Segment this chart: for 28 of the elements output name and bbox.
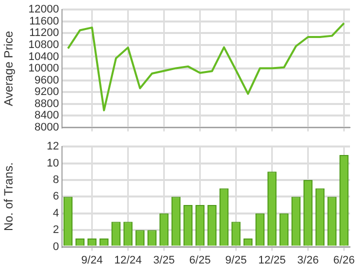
y-tick-label: 8800 xyxy=(34,98,59,110)
x-tick-label: 12/24 xyxy=(114,254,142,266)
y-tick-label: 10000 xyxy=(28,62,59,75)
y-tick-label: 8000 xyxy=(34,121,59,134)
y-tick-label: 0 xyxy=(52,240,59,253)
y-tick-label: 4 xyxy=(52,207,59,220)
y-tick-label: 11200 xyxy=(29,27,59,40)
y-tick-label: 8 xyxy=(52,174,59,186)
x-tick-label: 3/26 xyxy=(297,254,319,266)
y-tick-label: 9200 xyxy=(34,86,59,98)
x-tick-label: 9/24 xyxy=(81,254,103,266)
y-tick-label: 9600 xyxy=(34,74,59,86)
x-tick-label: 3/25 xyxy=(153,254,175,266)
y-tick-label: 6 xyxy=(52,190,59,203)
y-tick-label: 2 xyxy=(52,224,59,236)
y-tick-label: 12 xyxy=(46,140,59,153)
y-tick-label: 10800 xyxy=(28,38,59,51)
y-tick-label: 12000 xyxy=(28,4,59,16)
x-tick-label: 6/26 xyxy=(333,254,355,266)
y-tick-label: 8400 xyxy=(34,110,59,122)
x-tick-label: 9/25 xyxy=(225,254,247,266)
y-tick-label: 11600 xyxy=(29,15,59,28)
x-tick-label: 6/25 xyxy=(189,254,211,266)
y-axis-title: Average Price xyxy=(2,30,16,106)
y-axis-title: No. of Trans. xyxy=(2,162,16,232)
y-tick-label: 10 xyxy=(46,157,59,170)
y-tick-label: 10400 xyxy=(28,50,59,63)
x-tick-label: 12/25 xyxy=(258,254,286,266)
